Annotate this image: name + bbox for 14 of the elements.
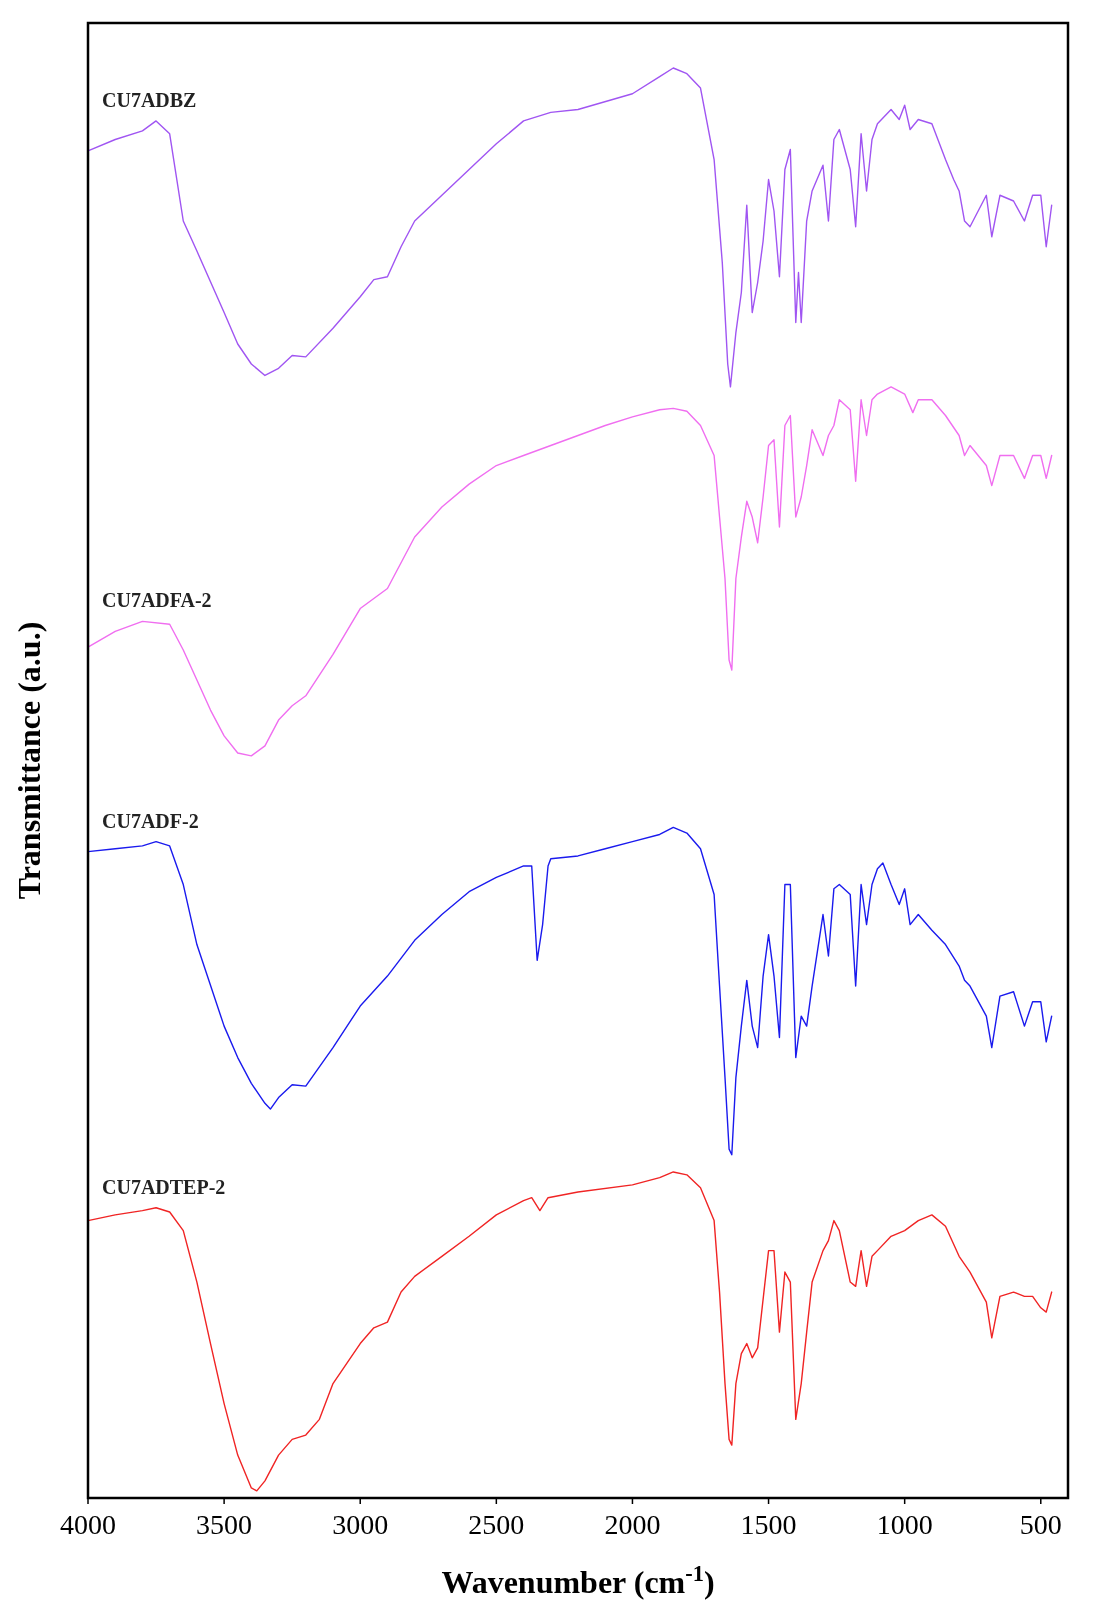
- x-tick-label: 3500: [196, 1509, 253, 1540]
- series-label: CU7ADTEP-2: [102, 1175, 226, 1198]
- y-axis-title: Transmittance (a.u.): [11, 621, 47, 900]
- x-tick-label: 500: [1019, 1509, 1062, 1540]
- series-label: CU7ADBZ: [102, 88, 197, 111]
- x-tick-label: 2500: [468, 1509, 525, 1540]
- series-label: CU7ADFA-2: [102, 589, 212, 612]
- x-tick-label: 1500: [740, 1509, 797, 1540]
- x-axis-title: Wavenumber (cm$^{-1}$): [441, 1560, 715, 1600]
- x-tick-label: 4000: [60, 1509, 116, 1540]
- x-tick-label: 2000: [604, 1509, 661, 1540]
- x-tick-label: 3000: [332, 1509, 389, 1540]
- x-tick-label: 1000: [876, 1509, 933, 1540]
- series-label: CU7ADF-2: [102, 809, 199, 832]
